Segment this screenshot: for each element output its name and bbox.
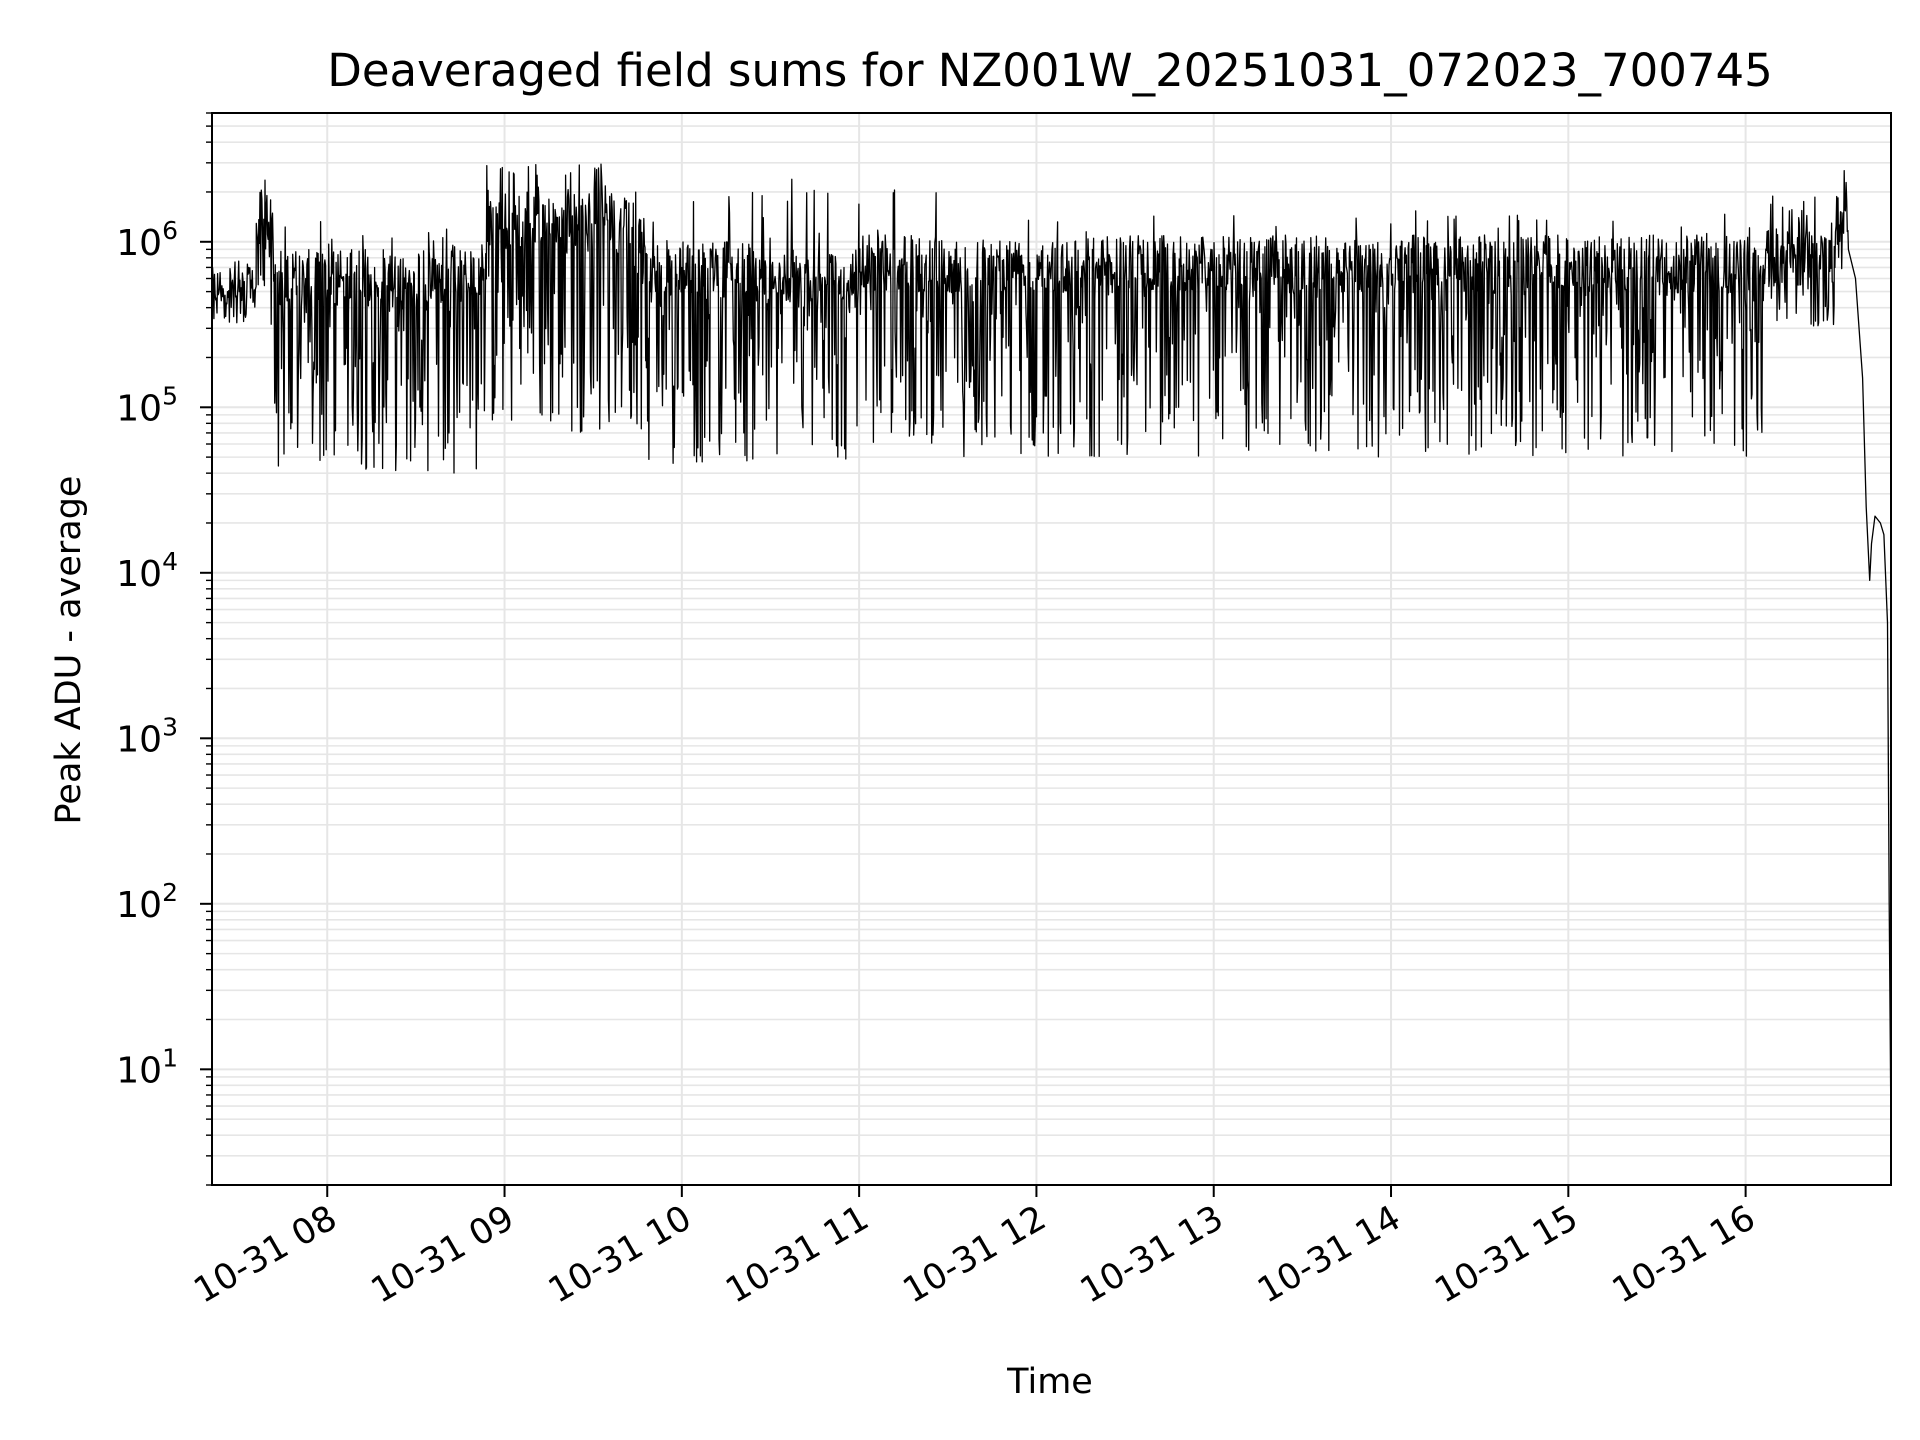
y-tick-label: 101 [116, 1043, 178, 1091]
y-tick-label: 105 [116, 381, 178, 429]
y-tick-label: 106 [116, 216, 178, 264]
grid [212, 112, 1891, 1186]
y-axis: 101 102 103 104 105 106 [116, 112, 212, 1186]
y-axis-label: Peak ADU - average [49, 476, 89, 825]
chart-title: Deaveraged field sums for NZ001W_2025103… [327, 44, 1773, 97]
plot-frame [211, 112, 1892, 1186]
y-tick-label: 104 [116, 547, 178, 595]
series-line [212, 163, 1891, 1136]
x-axis-label: Time [1006, 1362, 1093, 1402]
y-tick-label: 102 [116, 878, 178, 926]
y-tick-label: 103 [116, 712, 178, 760]
